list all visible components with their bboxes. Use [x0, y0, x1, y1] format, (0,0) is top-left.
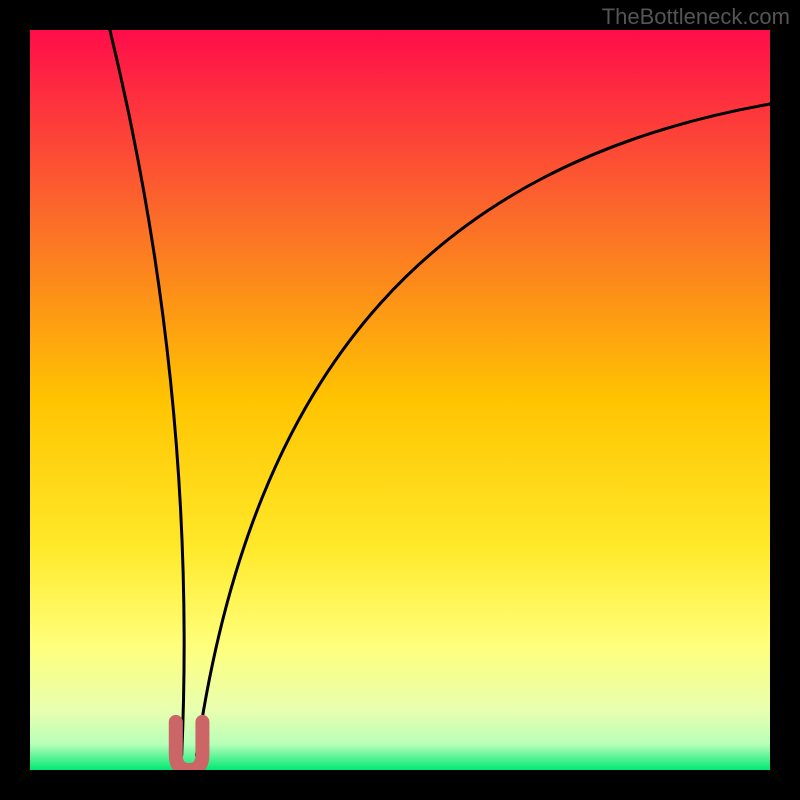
chart-root: TheBottleneck.com — [0, 0, 800, 800]
chart-background — [30, 30, 770, 770]
bottleneck-chart — [0, 0, 800, 800]
watermark-label: TheBottleneck.com — [602, 4, 790, 30]
